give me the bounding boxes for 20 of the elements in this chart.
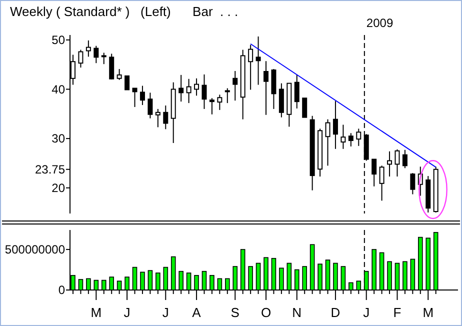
y-tick-label: 500000000 xyxy=(4,242,66,257)
x-tick-label: M xyxy=(90,305,102,320)
x-tick-label: D xyxy=(330,305,340,320)
x-tick-label: J xyxy=(162,305,169,320)
y-tick-label: 20 xyxy=(52,181,66,196)
x-tick-label: M xyxy=(422,305,434,320)
y-tick-label: 50 xyxy=(52,33,66,48)
y-tick-label: 40 xyxy=(52,82,66,96)
x-tick-label: F xyxy=(393,305,402,320)
x-tick-label: J xyxy=(124,305,130,320)
x-tick-label: S xyxy=(230,305,240,320)
y-tick-label: 30 xyxy=(52,132,66,146)
x-tick-label: O xyxy=(260,305,272,320)
x-tick-label: J xyxy=(363,305,370,320)
x-tick-label: A xyxy=(192,305,202,320)
chart-title: Weekly ( Standard* ) (Left) Bar . . . xyxy=(10,4,238,19)
y-tick-label: 0 xyxy=(58,283,66,298)
x-tick-label: N xyxy=(292,305,302,320)
y-tick-label: 23.75 xyxy=(34,162,66,177)
text: 2009 xyxy=(366,16,394,30)
